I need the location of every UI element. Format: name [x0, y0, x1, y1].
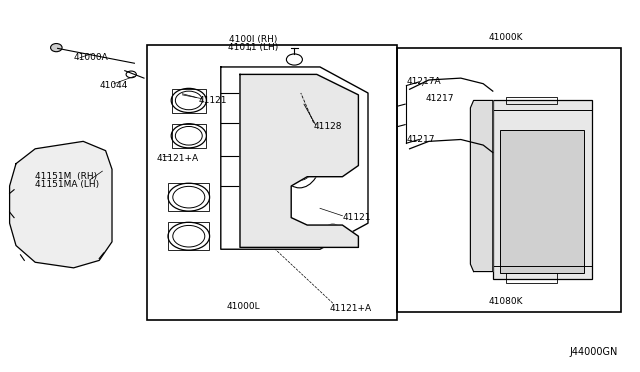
- Text: 41121+A: 41121+A: [330, 304, 372, 313]
- Text: 41151M  (RH): 41151M (RH): [35, 172, 97, 181]
- Text: 41121+A: 41121+A: [157, 154, 199, 163]
- Text: 41217A: 41217A: [406, 77, 441, 86]
- Polygon shape: [10, 141, 112, 268]
- FancyBboxPatch shape: [500, 130, 584, 273]
- Text: 41044: 41044: [99, 81, 127, 90]
- Polygon shape: [240, 74, 358, 247]
- Polygon shape: [470, 100, 493, 272]
- Text: 41217: 41217: [426, 94, 454, 103]
- Text: 41000L: 41000L: [227, 302, 260, 311]
- Text: 41121: 41121: [198, 96, 227, 105]
- Text: 41128: 41128: [314, 122, 342, 131]
- Text: 4100I (RH): 4100I (RH): [228, 35, 277, 44]
- Ellipse shape: [51, 44, 62, 52]
- Text: 41121: 41121: [342, 213, 371, 222]
- Text: J44000GN: J44000GN: [569, 347, 618, 356]
- FancyBboxPatch shape: [493, 100, 592, 279]
- Text: 41151MA (LH): 41151MA (LH): [35, 180, 99, 189]
- Text: 41217: 41217: [406, 135, 435, 144]
- Text: 41000K: 41000K: [488, 33, 523, 42]
- Text: 41000A: 41000A: [74, 53, 108, 62]
- Text: 41011 (LH): 41011 (LH): [228, 43, 278, 52]
- Text: 41080K: 41080K: [488, 297, 523, 306]
